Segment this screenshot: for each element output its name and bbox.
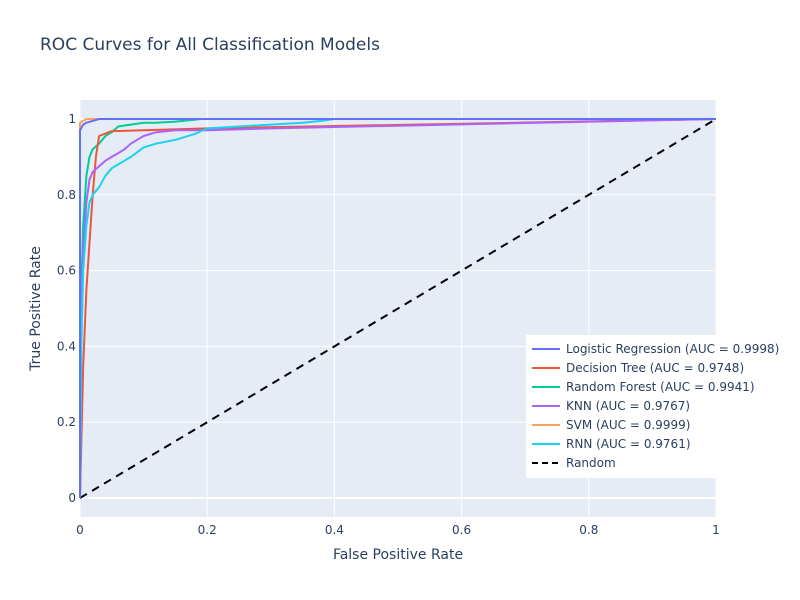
y-tick-label: 1 (68, 112, 76, 126)
series-line-random-forest (79, 118, 201, 499)
legend-item-decision-tree[interactable]: Decision Tree (AUC = 0.9748) (532, 361, 744, 375)
y-axis-title: True Positive Rate (28, 246, 44, 372)
y-tick-label: 0 (68, 491, 76, 505)
legend-label: RNN (AUC = 0.9761) (566, 437, 691, 451)
legend-label: KNN (AUC = 0.9767) (566, 399, 690, 413)
legend-label: Random (566, 456, 616, 470)
series-line-knn (79, 118, 717, 499)
series-line-rnn (79, 118, 716, 499)
x-tick-label: 0.4 (325, 523, 344, 537)
y-tick-label: 0.2 (57, 415, 76, 429)
x-tick-label: 0 (76, 523, 84, 537)
legend-label: SVM (AUC = 0.9999) (566, 418, 690, 432)
y-tick-label: 0.8 (57, 188, 76, 202)
legend-item-random-forest[interactable]: Random Forest (AUC = 0.9941) (532, 380, 755, 394)
chart-title: ROC Curves for All Classification Models (40, 35, 380, 55)
series-layer (79, 118, 717, 499)
series-line-logistic-regression (79, 118, 716, 498)
y-tick-label: 0.4 (57, 339, 76, 353)
x-axis-title: False Positive Rate (333, 547, 463, 563)
legend-item-svm[interactable]: SVM (AUC = 0.9999) (532, 418, 690, 432)
x-tick-label: 0.2 (198, 523, 217, 537)
legend-label: Logistic Regression (AUC = 0.9998) (566, 342, 779, 356)
legend-label: Decision Tree (AUC = 0.9748) (566, 361, 744, 375)
x-tick-label: 0.8 (579, 523, 598, 537)
x-tick-label: 0.6 (452, 523, 471, 537)
x-tick-label: 1 (712, 523, 720, 537)
legend-item-logistic-regression[interactable]: Logistic Regression (AUC = 0.9998) (532, 342, 779, 356)
legend[interactable]: Logistic Regression (AUC = 0.9998) Decisi… (526, 335, 779, 478)
y-tick-label: 0.6 (57, 264, 76, 278)
legend-item-knn[interactable]: KNN (AUC = 0.9767) (532, 399, 690, 413)
grid-lines (79, 100, 717, 517)
legend-label: Random Forest (AUC = 0.9941) (566, 380, 755, 394)
legend-item-random[interactable]: Random (532, 456, 616, 470)
tick-labels: 0 0.2 0.4 0.6 0.8 1 0 0.2 0.4 0.6 0.8 1 (57, 112, 720, 537)
series-line-random (79, 118, 717, 499)
legend-item-rnn[interactable]: RNN (AUC = 0.9761) (532, 437, 691, 451)
